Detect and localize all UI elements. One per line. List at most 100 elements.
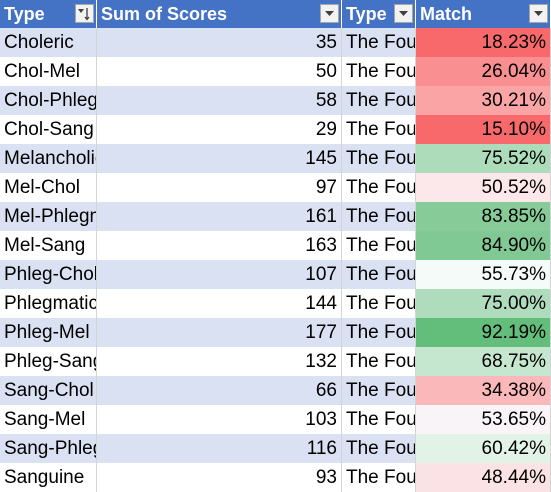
cell-sum-of-scores[interactable]: 66 [97, 376, 342, 405]
cell-sum-of-scores[interactable]: 35 [97, 28, 342, 57]
cell-sum-of-scores[interactable]: 93 [97, 463, 342, 492]
cell-sum-of-scores[interactable]: 29 [97, 115, 342, 144]
cell-type[interactable]: Chol-Sang [0, 115, 97, 144]
cell-type2[interactable]: The Four [342, 463, 416, 492]
cell-sum-of-scores[interactable]: 97 [97, 173, 342, 202]
cell-match[interactable]: 68.75% [416, 347, 551, 376]
dropdown-arrow-icon[interactable] [320, 4, 339, 23]
table-row: Chol-Mel 50 The Four 26.04% [0, 57, 551, 86]
cell-sum-of-scores[interactable]: 103 [97, 405, 342, 434]
cell-sum-of-scores[interactable]: 116 [97, 434, 342, 463]
table-row: Phleg-Sang 132 The Four 68.75% [0, 347, 551, 376]
cell-match[interactable]: 50.52% [416, 173, 551, 202]
cell-match[interactable]: 30.21% [416, 86, 551, 115]
cell-type2[interactable]: The Four [342, 347, 416, 376]
cell-type[interactable]: Chol-Mel [0, 57, 97, 86]
cell-type2[interactable]: The Four [342, 144, 416, 173]
cell-type2-value: The Four [346, 176, 415, 198]
cell-type[interactable]: Chol-Phlegm [0, 86, 97, 115]
cell-sum-of-scores[interactable]: 58 [97, 86, 342, 115]
cell-match[interactable]: 15.10% [416, 115, 551, 144]
cell-match-value: 60.42% [481, 437, 546, 459]
cell-match[interactable]: 60.42% [416, 434, 551, 463]
cell-type-value: Phleg-Chol [4, 263, 96, 285]
cell-match[interactable]: 53.65% [416, 405, 551, 434]
cell-type2[interactable]: The Four [342, 86, 416, 115]
cell-sum-of-scores[interactable]: 161 [97, 202, 342, 231]
cell-sum-of-scores[interactable]: 145 [97, 144, 342, 173]
cell-type[interactable]: Sang-Chol [0, 376, 97, 405]
cell-type[interactable]: Phleg-Chol [0, 260, 97, 289]
cell-sum-of-scores[interactable]: 107 [97, 260, 342, 289]
cell-sum-of-scores[interactable]: 163 [97, 231, 342, 260]
sort-filter-icon[interactable] [75, 4, 94, 23]
table-row: Phlegmatic 144 The Four 75.00% [0, 289, 551, 318]
table-row: Melancholic 145 The Four 75.52% [0, 144, 551, 173]
cell-sum-of-scores[interactable]: 132 [97, 347, 342, 376]
cell-type2[interactable]: The Four [342, 260, 416, 289]
table-row: Chol-Phlegm 58 The Four 30.21% [0, 86, 551, 115]
dropdown-arrow-icon[interactable] [529, 4, 548, 23]
cell-match[interactable]: 92.19% [416, 318, 551, 347]
cell-match-value: 75.00% [481, 292, 546, 314]
cell-type2[interactable]: The Four [342, 434, 416, 463]
cell-type[interactable]: Sanguine [0, 463, 97, 492]
table-body: Choleric 35 The Four 18.23% Chol-Mel 50 The Fo… [0, 28, 551, 492]
header-type[interactable]: Type [0, 0, 97, 28]
cell-type2[interactable]: The Four [342, 405, 416, 434]
cell-match-value: 92.19% [481, 321, 546, 343]
table-row: Phleg-Mel 177 The Four 92.19% [0, 318, 551, 347]
table-row: Choleric 35 The Four 18.23% [0, 28, 551, 57]
cell-match-value: 68.75% [481, 350, 546, 372]
cell-sum-of-scores-value: 103 [305, 408, 337, 430]
cell-sum-of-scores[interactable]: 144 [97, 289, 342, 318]
cell-type2[interactable]: The Four [342, 289, 416, 318]
cell-match-value: 48.44% [481, 466, 546, 488]
cell-match-value: 30.21% [481, 89, 546, 111]
header-type2[interactable]: Type [342, 0, 416, 28]
cell-type2-value: The Four [346, 437, 415, 459]
cell-type[interactable]: Sang-Phlegm [0, 434, 97, 463]
table-row: Mel-Phlegm 161 The Four 83.85% [0, 202, 551, 231]
cell-type2[interactable]: The Four [342, 115, 416, 144]
dropdown-arrow-icon[interactable] [394, 4, 413, 23]
cell-type2[interactable]: The Four [342, 318, 416, 347]
header-match[interactable]: Match [416, 0, 551, 28]
cell-sum-of-scores[interactable]: 50 [97, 57, 342, 86]
cell-match[interactable]: 26.04% [416, 57, 551, 86]
table-row: Chol-Sang 29 The Four 15.10% [0, 115, 551, 144]
cell-type[interactable]: Mel-Phlegm [0, 202, 97, 231]
cell-type[interactable]: Phleg-Mel [0, 318, 97, 347]
cell-type[interactable]: Melancholic [0, 144, 97, 173]
cell-type[interactable]: Phlegmatic [0, 289, 97, 318]
cell-type2[interactable]: The Four [342, 28, 416, 57]
cell-type[interactable]: Choleric [0, 28, 97, 57]
cell-match[interactable]: 83.85% [416, 202, 551, 231]
cell-type-value: Chol-Phlegm [4, 89, 96, 111]
cell-match[interactable]: 34.38% [416, 376, 551, 405]
cell-sum-of-scores[interactable]: 177 [97, 318, 342, 347]
cell-type2[interactable]: The Four [342, 202, 416, 231]
cell-match-value: 18.23% [481, 31, 546, 53]
cell-type2[interactable]: The Four [342, 57, 416, 86]
header-match-label: Match [420, 3, 473, 24]
cell-type-value: Melancholic [4, 147, 96, 169]
cell-type-value: Choleric [4, 31, 74, 53]
cell-type[interactable]: Mel-Sang [0, 231, 97, 260]
cell-match[interactable]: 84.90% [416, 231, 551, 260]
cell-type[interactable]: Sang-Mel [0, 405, 97, 434]
cell-type[interactable]: Phleg-Sang [0, 347, 97, 376]
cell-match[interactable]: 55.73% [416, 260, 551, 289]
cell-type-value: Mel-Chol [4, 176, 81, 198]
cell-match[interactable]: 18.23% [416, 28, 551, 57]
cell-match[interactable]: 48.44% [416, 463, 551, 492]
cell-type-value: Sanguine [4, 466, 85, 488]
header-sum-of-scores[interactable]: Sum of Scores [97, 0, 342, 28]
cell-match[interactable]: 75.52% [416, 144, 551, 173]
cell-type2[interactable]: The Four [342, 231, 416, 260]
cell-type2[interactable]: The Four [342, 173, 416, 202]
cell-type2[interactable]: The Four [342, 376, 416, 405]
cell-match[interactable]: 75.00% [416, 289, 551, 318]
cell-type[interactable]: Mel-Chol [0, 173, 97, 202]
cell-type-value: Phleg-Sang [4, 350, 96, 372]
